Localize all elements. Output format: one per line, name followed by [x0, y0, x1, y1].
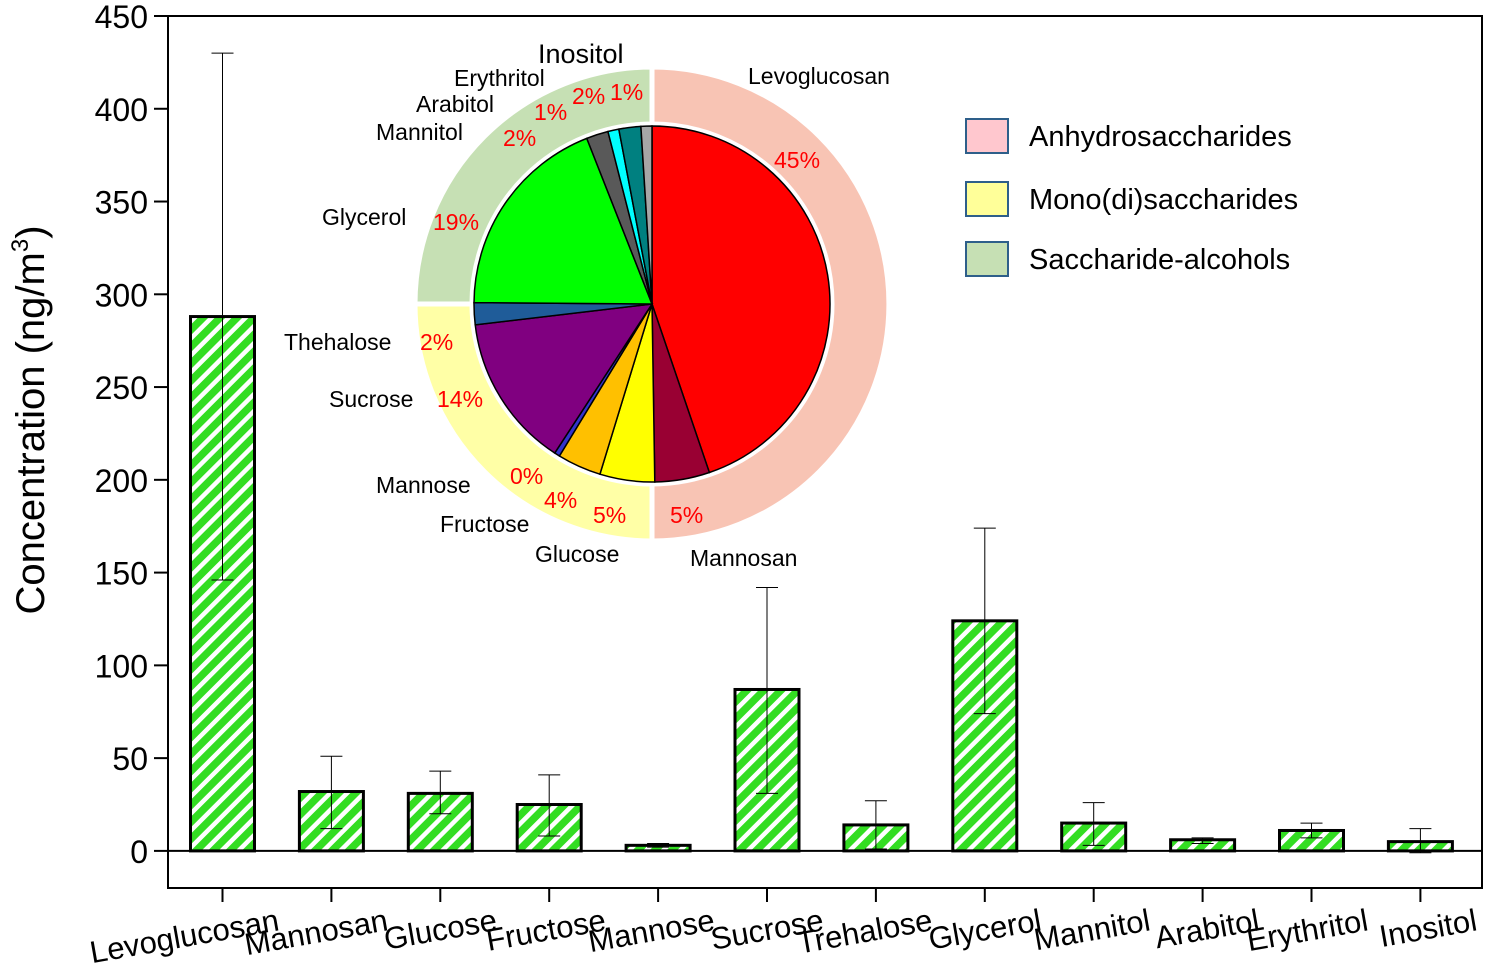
legend-label-saccharide-alcohols: Saccharide-alcohols	[1029, 244, 1290, 276]
plot-frame	[167, 15, 1483, 889]
pie-pct-sucrose: 14%	[437, 386, 483, 412]
y-tick-label: 300	[95, 277, 148, 313]
pie-pct-levoglucosan: 45%	[774, 147, 820, 173]
pie-pct-erythritol: 2%	[572, 83, 605, 109]
y-tick-label: 350	[95, 185, 148, 221]
pie-label-sucrose: Sucrose	[329, 386, 413, 412]
y-tick-label: 450	[95, 0, 148, 35]
y-axis-title: Concentration (ng/m3)	[7, 225, 53, 614]
pie-label-mannose: Mannose	[376, 472, 471, 498]
pie-pct-mannose: 0%	[510, 463, 543, 489]
y-tick-label: 200	[95, 463, 148, 499]
pie-label-glucose: Glucose	[535, 541, 619, 567]
legend-label-anhydrosaccharides: Anhydrosaccharides	[1029, 121, 1292, 153]
y-tick-label: 150	[95, 556, 148, 592]
x-tick-label: Glycerol	[926, 902, 1044, 956]
pie-slice-glycerol	[473, 137, 654, 305]
pie-label-erythritol: Erythritol	[454, 65, 545, 91]
y-tick-label: 50	[112, 741, 148, 777]
y-tick-label: 0	[130, 834, 148, 870]
legend-swatch-saccharide-alcohols	[965, 241, 1009, 277]
ring-saccharide-alcohols	[412, 64, 655, 307]
pie-pct-glycerol: 19%	[433, 209, 479, 235]
pie-slice-levoglucosan	[651, 125, 831, 474]
pie-pct-arabitol: 1%	[534, 99, 567, 125]
legend-swatch-mono-di-saccharides	[965, 181, 1009, 217]
pie-pct-fructose: 4%	[544, 487, 577, 513]
pie-label-glycerol: Glycerol	[322, 204, 406, 230]
ring-anhydrosaccharides	[649, 64, 892, 544]
pie-label-fructose: Fructose	[440, 511, 529, 537]
pie-pct-mannosan: 5%	[670, 502, 703, 528]
pie-pct-mannitol: 2%	[503, 125, 536, 151]
pie-pct-thehalose: 2%	[420, 329, 453, 355]
pie-slice-inositol	[640, 125, 653, 305]
y-tick-label: 250	[95, 370, 148, 406]
x-tick-label: Mannitol	[1031, 902, 1152, 957]
pie-pct-glucose: 5%	[593, 502, 626, 528]
pie-slice-sucrose	[474, 303, 654, 455]
pie-label-thehalose: Thehalose	[284, 329, 391, 355]
pie-label-levoglucosan: Levoglucosan	[748, 63, 890, 89]
pie-label-arabitol: Arabitol	[416, 91, 494, 117]
y-tick-label: 100	[95, 648, 148, 684]
x-tick-label: Mannose	[586, 902, 718, 959]
pie-label-mannitol: Mannitol	[376, 119, 463, 145]
legend-label-mono-di-saccharides: Mono(di)saccharides	[1029, 184, 1298, 216]
legend-swatch-anhydrosaccharides	[965, 118, 1009, 154]
y-tick-label: 400	[95, 92, 148, 128]
x-tick-label: Glucose	[381, 902, 499, 956]
x-tick-label: Inositol	[1377, 902, 1480, 954]
pie-label-mannosan: Mannosan	[690, 545, 797, 571]
pie-label-inositol: Inositol	[538, 39, 624, 69]
x-tick-label: Erythritol	[1244, 902, 1371, 958]
pie-pct-inositol: 1%	[610, 79, 643, 105]
